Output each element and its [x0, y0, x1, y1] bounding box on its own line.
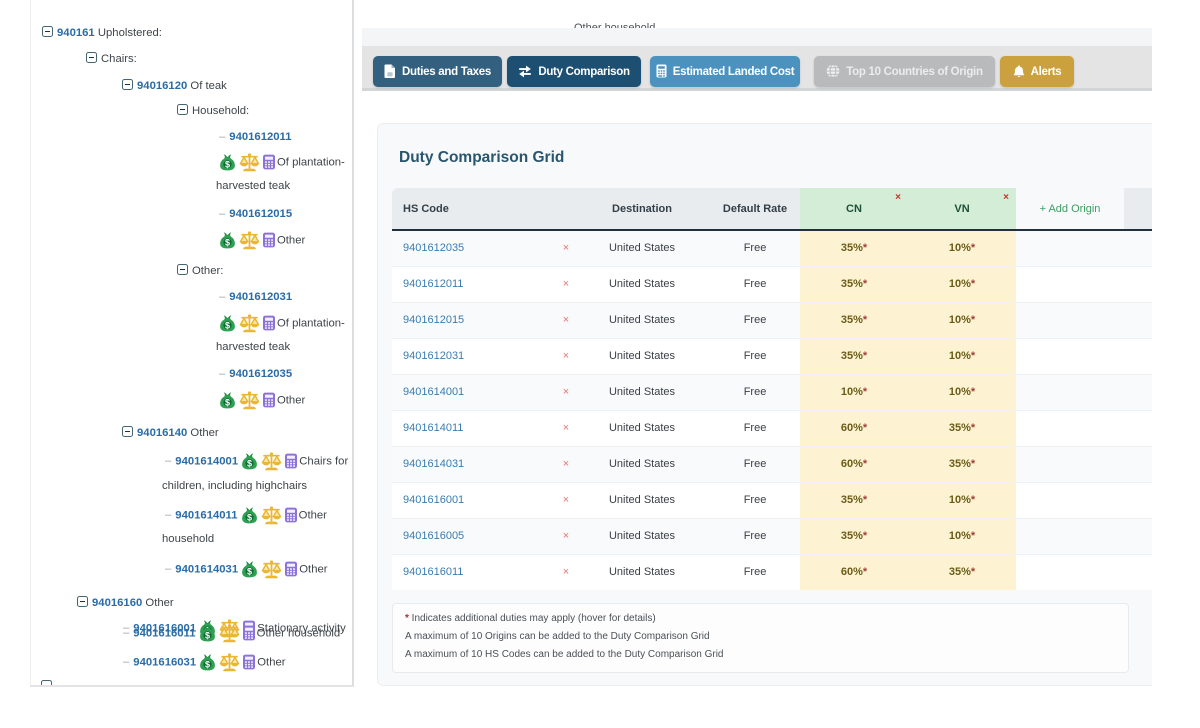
svg-text:$: $	[225, 321, 230, 331]
svg-text:$: $	[225, 398, 230, 408]
svg-text:$: $	[225, 238, 230, 248]
svg-text:$: $	[225, 160, 230, 170]
svg-text:$: $	[205, 631, 210, 641]
svg-text:$: $	[247, 513, 252, 523]
svg-text:$: $	[205, 660, 210, 670]
svg-text:$: $	[247, 567, 252, 577]
svg-text:$: $	[247, 459, 252, 469]
